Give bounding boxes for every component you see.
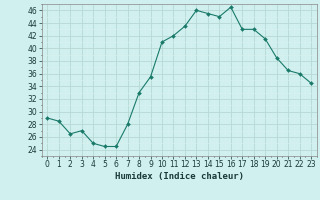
X-axis label: Humidex (Indice chaleur): Humidex (Indice chaleur) xyxy=(115,172,244,181)
